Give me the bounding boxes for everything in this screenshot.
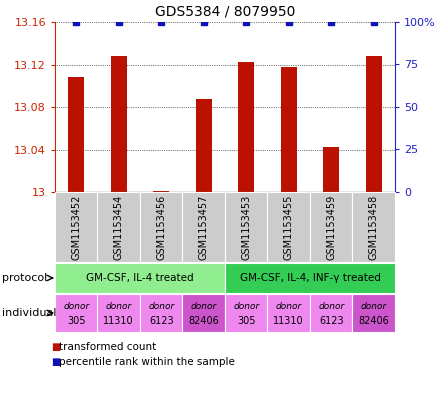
Text: donor: donor [63, 302, 89, 310]
Text: GSM1153457: GSM1153457 [198, 194, 208, 260]
Text: GM-CSF, IL-4 treated: GM-CSF, IL-4 treated [86, 273, 194, 283]
Text: 82406: 82406 [358, 316, 388, 326]
Text: donor: donor [317, 302, 344, 310]
Text: 305: 305 [67, 316, 85, 326]
Text: GSM1153453: GSM1153453 [241, 195, 251, 260]
Text: protocol: protocol [2, 273, 47, 283]
Text: transformed count: transformed count [59, 342, 156, 352]
Bar [238, 62, 254, 192]
Bar [195, 99, 211, 192]
Text: ■: ■ [50, 357, 60, 367]
Text: 11310: 11310 [273, 316, 303, 326]
Text: GSM1153459: GSM1153459 [326, 195, 335, 260]
Bar [280, 67, 296, 192]
Text: donor: donor [233, 302, 259, 310]
Text: 6123: 6123 [318, 316, 343, 326]
Text: donor: donor [148, 302, 174, 310]
Text: GSM1153455: GSM1153455 [283, 194, 293, 260]
Bar [322, 147, 339, 192]
Text: GM-CSF, IL-4, INF-γ treated: GM-CSF, IL-4, INF-γ treated [239, 273, 380, 283]
Text: GSM1153452: GSM1153452 [71, 194, 81, 260]
Text: individual: individual [2, 308, 56, 318]
Text: ■: ■ [50, 342, 60, 352]
Text: 82406: 82406 [188, 316, 219, 326]
Text: 305: 305 [237, 316, 255, 326]
Text: donor: donor [105, 302, 132, 310]
Text: donor: donor [190, 302, 217, 310]
Text: donor: donor [275, 302, 301, 310]
Text: donor: donor [360, 302, 386, 310]
Bar [110, 56, 127, 192]
Title: GDS5384 / 8079950: GDS5384 / 8079950 [155, 4, 295, 18]
Text: GSM1153454: GSM1153454 [113, 195, 123, 260]
Text: 6123: 6123 [148, 316, 173, 326]
Bar [68, 77, 84, 192]
Text: 11310: 11310 [103, 316, 134, 326]
Bar [153, 191, 169, 192]
Text: GSM1153458: GSM1153458 [368, 195, 378, 260]
Bar [365, 56, 381, 192]
Text: percentile rank within the sample: percentile rank within the sample [59, 357, 235, 367]
Text: GSM1153456: GSM1153456 [156, 195, 166, 260]
